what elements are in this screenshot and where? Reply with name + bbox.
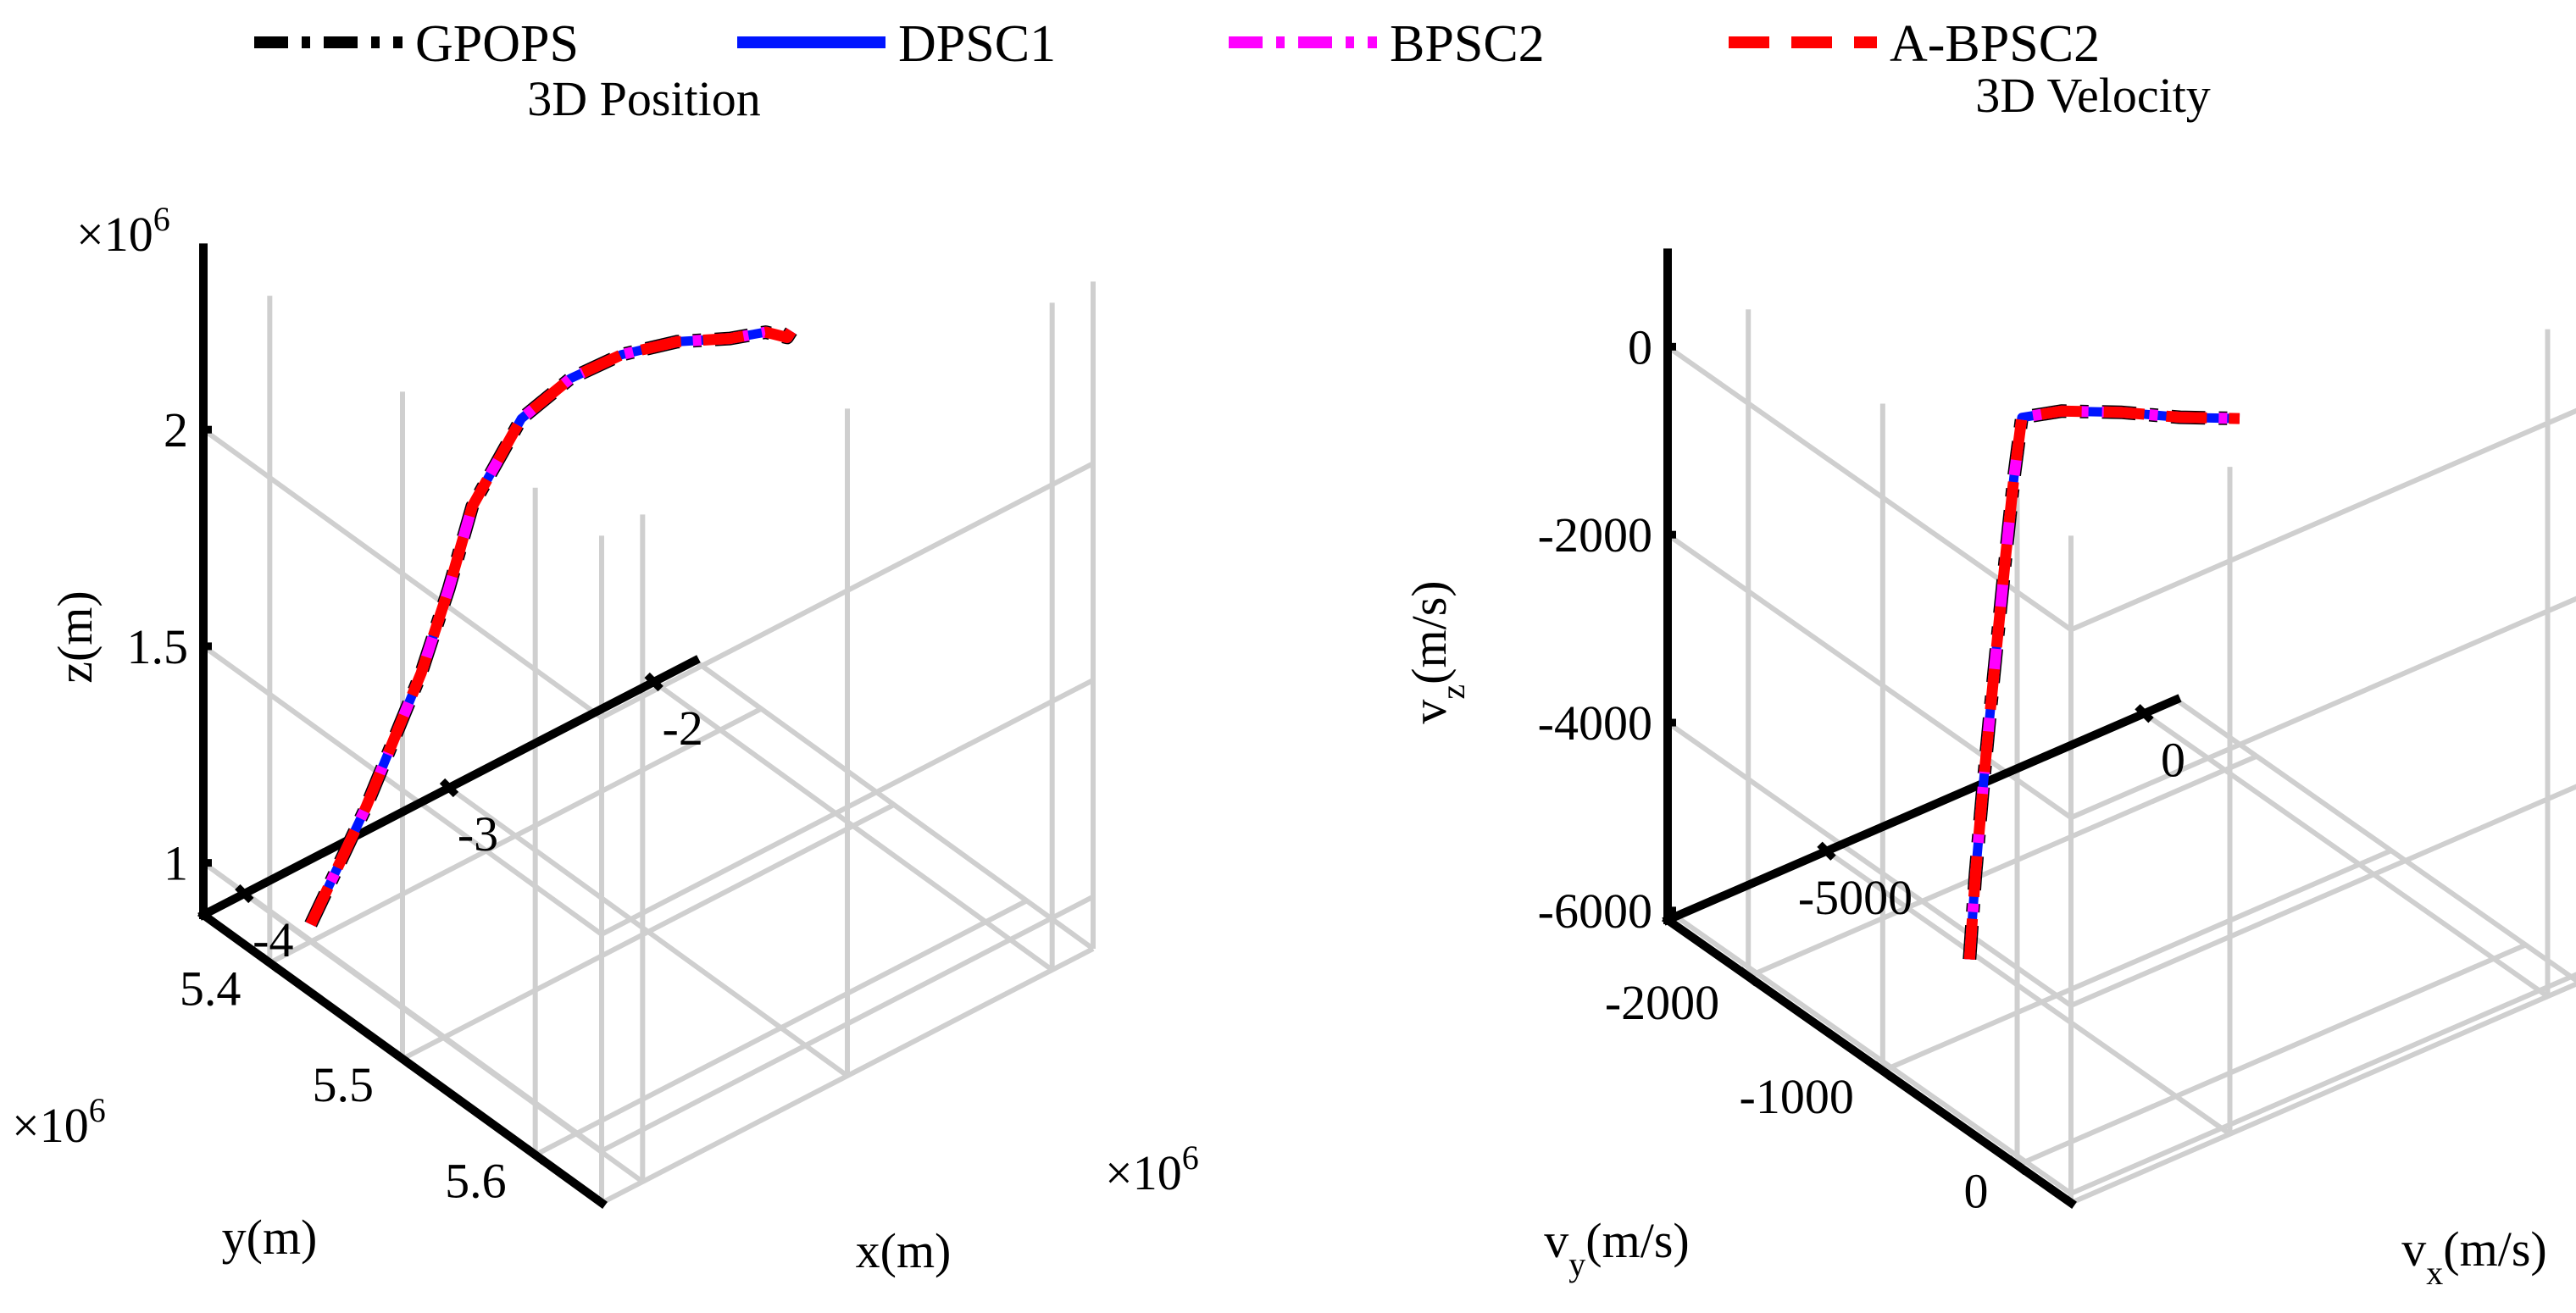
position-ylabel: y(m) <box>222 1210 318 1265</box>
velocity-grid <box>1666 309 2576 1205</box>
series-a-bpsc2-line <box>1963 405 2240 960</box>
grid-line <box>2174 697 2576 983</box>
series-a-bpsc2-line <box>305 326 797 927</box>
z-tick-label: -2000 <box>1538 507 1652 562</box>
grid-line <box>1666 908 2073 1196</box>
position-zlabel: z(m) <box>47 590 103 684</box>
position-grid <box>202 281 1096 1205</box>
grid-line <box>2142 711 2550 999</box>
position-series <box>304 325 797 928</box>
grid-line <box>600 946 1095 1205</box>
grid-line <box>1666 720 2073 1008</box>
x-tick-mark <box>2135 704 2154 723</box>
position-panel: 1 1.5 2 5.4 5.5 5.6 -4 -3 -2 3D Position z(m) y(… <box>12 71 1199 1278</box>
position-z-exponent: ×106 <box>76 200 170 262</box>
x-tick-mark <box>1817 841 1836 861</box>
grid-line <box>202 861 603 1154</box>
y-tick-mark <box>391 1049 414 1069</box>
y-tick-mark <box>1872 1061 1894 1081</box>
x-tick-mark <box>439 778 459 798</box>
grid-line <box>1881 848 2393 1073</box>
position-y-exponent: ×106 <box>12 1091 106 1153</box>
y-tick-mark <box>524 1144 547 1165</box>
x-tick-label: 0 <box>2161 732 2185 787</box>
z-tick-label: 2 <box>164 402 188 457</box>
y-tick-label: 0 <box>1964 1163 1989 1218</box>
y-tick-mark <box>2006 1155 2029 1175</box>
y-axis <box>1662 914 2077 1209</box>
velocity-title: 3D Velocity <box>1975 68 2211 123</box>
velocity-xlabel: vx(m/s) <box>2401 1222 2546 1292</box>
z-tick-label: -4000 <box>1538 695 1652 751</box>
grid-line <box>600 894 1095 1154</box>
grid-line <box>2069 981 2576 1205</box>
series-bpsc2-line <box>305 326 797 927</box>
position-x-exponent: ×106 <box>1105 1138 1199 1200</box>
z-tick-label: 1.5 <box>127 619 189 674</box>
grid-line <box>600 461 1095 720</box>
position-title: 3D Position <box>527 71 761 126</box>
x-tick-label: -2 <box>663 701 703 756</box>
grid-line <box>2069 972 2576 1196</box>
z-tick-label: 0 <box>1628 319 1652 374</box>
legend-label-bpsc2: BPSC2 <box>1390 15 1545 73</box>
y-tick-label: -1000 <box>1740 1069 1854 1124</box>
grid-line <box>202 644 603 937</box>
velocity-series <box>1963 404 2240 961</box>
y-tick-label: 5.4 <box>180 961 242 1017</box>
grid-line <box>534 898 1029 1157</box>
series-gpops-line <box>304 325 797 928</box>
velocity-axes <box>1662 248 2182 1209</box>
grid-line <box>693 658 1095 951</box>
grid-line <box>2016 942 2527 1168</box>
grid-line <box>600 678 1095 937</box>
legend-label-gpops: GPOPS <box>415 15 579 73</box>
y-tick-label: 5.6 <box>445 1153 507 1208</box>
grid-line <box>268 706 763 966</box>
x-tick-label: -4 <box>253 912 293 967</box>
velocity-ylabel: vy(m/s) <box>1544 1213 1689 1283</box>
legend-label-a-bpsc2: A-BPSC2 <box>1890 15 2100 73</box>
grid-line <box>2069 596 2576 820</box>
grid-line <box>2069 407 2576 633</box>
velocity-panel: -6000 -4000 -2000 0 -2000 -1000 0 -5000 0 3D Vel… <box>1402 68 2576 1292</box>
x-tick-label: -5000 <box>1798 870 1913 925</box>
velocity-zlabel: vz(m/s) <box>1402 580 1472 723</box>
x-axis <box>1662 694 2182 926</box>
z-tick-label: -6000 <box>1538 884 1652 939</box>
y-tick-label: 5.5 <box>313 1057 375 1112</box>
legend: GPOPS DPSC1 BPSC2 A-BPSC2 <box>254 15 2100 73</box>
y-tick-mark <box>258 953 281 973</box>
grid-line <box>2069 784 2576 1008</box>
y-tick-mark <box>1737 967 1760 987</box>
x-tick-mark <box>235 884 254 904</box>
grid-line <box>1747 754 2258 979</box>
position-ticks: 1 1.5 2 5.4 5.5 5.6 -4 -3 -2 <box>127 402 703 1208</box>
y-tick-label: -2000 <box>1605 975 1719 1030</box>
position-axes <box>197 243 701 1209</box>
z-tick-label: 1 <box>164 836 188 891</box>
position-xlabel: x(m) <box>856 1223 952 1278</box>
x-tick-label: -3 <box>458 806 498 861</box>
velocity-ticks: -6000 -4000 -2000 0 -2000 -1000 0 -5000 0 <box>1538 319 2185 1218</box>
series-dpsc1-line <box>306 327 796 927</box>
grid-line <box>401 802 896 1061</box>
x-tick-mark <box>644 672 663 692</box>
grid-line <box>202 427 603 720</box>
legend-label-dpsc1: DPSC1 <box>898 15 1056 73</box>
grid-line <box>1824 849 2232 1137</box>
